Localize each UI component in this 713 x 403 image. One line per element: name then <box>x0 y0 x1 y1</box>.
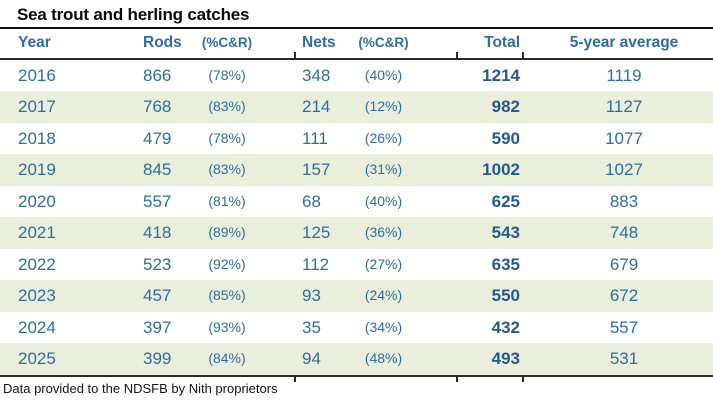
cell-5yr-avg: 531 <box>609 349 639 368</box>
cell-5yr-avg: 679 <box>609 254 639 274</box>
cell-nets-cr: (12%) <box>364 98 403 114</box>
cell-nets-cr: (27%) <box>364 255 403 272</box>
cell-rods-cr: (92%) <box>208 255 246 272</box>
table-header-row: Year Rods (%C&R) Nets (%C&R) Total 5-yea… <box>0 29 713 60</box>
cell-5yr-avg: 1119 <box>606 65 642 85</box>
cell-nets: 68 <box>302 191 321 211</box>
cell-rods-cr: (81%) <box>208 192 246 209</box>
cell-year: 2021 <box>18 223 56 242</box>
column-divider-tick <box>456 51 458 58</box>
source-note: Data provided to the NDSFB by Nith propr… <box>3 380 278 396</box>
cell-5yr-avg: 672 <box>609 286 639 305</box>
cell-rods-cr: (85%) <box>208 287 246 303</box>
cell-nets: 35 <box>302 317 321 337</box>
cell-nets-cr: (24%) <box>364 287 403 303</box>
table-row: 2021 418 (89%) 125 (36%) 543 748 <box>0 217 713 249</box>
cell-5yr-avg: 883 <box>609 191 639 211</box>
column-header-nets-cr: (%C&R) <box>358 35 409 50</box>
cell-total: 432 <box>491 317 520 337</box>
cell-rods: 399 <box>143 349 172 368</box>
cell-5yr-avg: 557 <box>609 317 639 337</box>
cell-year: 2020 <box>18 191 56 211</box>
cell-rods-cr: (78%) <box>208 129 246 146</box>
cell-nets-cr: (34%) <box>364 318 403 335</box>
column-divider-tick <box>456 376 458 382</box>
cell-year: 2024 <box>18 317 56 337</box>
cell-rods: 557 <box>143 191 172 211</box>
cell-nets: 112 <box>302 254 330 274</box>
cell-year: 2017 <box>18 97 56 116</box>
page-title: Sea trout and herling catches <box>0 0 713 29</box>
table-body: 2016 866 (78%) 348 (40%) 1214 1119 2017 … <box>0 60 713 382</box>
table-row: 2019 845 (83%) 157 (31%) 1002 1027 <box>0 154 713 186</box>
cell-total: 550 <box>491 286 520 305</box>
cell-nets: 348 <box>302 65 331 85</box>
cell-year: 2016 <box>18 65 56 85</box>
cell-rods-cr: (84%) <box>208 350 246 366</box>
cell-5yr-avg: 1027 <box>605 160 643 179</box>
column-header-year: Year <box>18 34 51 51</box>
cell-nets-cr: (40%) <box>364 66 403 83</box>
cell-nets-cr: (40%) <box>364 192 403 209</box>
cell-total: 493 <box>491 349 520 368</box>
cell-rods-cr: (83%) <box>208 161 246 177</box>
cell-year: 2025 <box>18 349 56 368</box>
table-row: 2024 397 (93%) 35 (34%) 432 557 <box>0 312 713 344</box>
cell-nets-cr: (48%) <box>364 350 403 366</box>
catch-table: Year Rods (%C&R) Nets (%C&R) Total 5-yea… <box>0 29 713 382</box>
cell-nets: 111 <box>302 128 328 148</box>
column-divider-tick <box>294 51 296 58</box>
cell-rods-cr: (93%) <box>208 318 246 335</box>
table-row: 2023 457 (85%) 93 (24%) 550 672 <box>0 280 713 312</box>
cell-nets: 157 <box>302 160 331 179</box>
column-header-rods-cr: (%C&R) <box>201 35 253 50</box>
cell-total: 590 <box>491 128 520 148</box>
cell-5yr-avg: 1127 <box>605 97 643 116</box>
cell-rods: 845 <box>143 160 172 179</box>
cell-year: 2019 <box>18 160 56 179</box>
column-header-rods: Rods <box>143 34 182 51</box>
cell-nets: 94 <box>302 349 321 368</box>
cell-total: 635 <box>491 254 520 274</box>
cell-nets: 93 <box>302 286 321 305</box>
cell-5yr-avg: 748 <box>609 223 639 242</box>
table-row: 2025 399 (84%) 94 (48%) 493 531 <box>0 343 713 375</box>
cell-rods: 457 <box>143 286 172 305</box>
table-row: 2022 523 (92%) 112 (27%) 635 679 <box>0 249 713 281</box>
cell-total: 625 <box>491 191 520 211</box>
column-divider-tick <box>294 376 296 382</box>
cell-rods-cr: (78%) <box>208 66 246 83</box>
cell-rods: 418 <box>143 223 172 242</box>
cell-rods: 397 <box>143 317 172 337</box>
cell-rods-cr: (83%) <box>208 98 246 114</box>
cell-nets-cr: (26%) <box>364 129 403 146</box>
cell-nets: 125 <box>302 223 331 242</box>
cell-year: 2018 <box>18 128 56 148</box>
table-row: 2020 557 (81%) 68 (40%) 625 883 <box>0 186 713 218</box>
cell-total: 543 <box>491 223 520 242</box>
cell-rods: 768 <box>143 97 172 116</box>
cell-year: 2023 <box>18 286 56 305</box>
table-row: 2016 866 (78%) 348 (40%) 1214 1119 <box>0 60 713 92</box>
column-header-nets: Nets <box>302 34 336 51</box>
cell-total: 982 <box>491 97 520 116</box>
table-row: 2017 768 (83%) 214 (12%) 982 1127 <box>0 91 713 123</box>
cell-year: 2022 <box>18 254 56 274</box>
cell-nets-cr: (36%) <box>364 224 403 240</box>
cell-total: 1002 <box>482 160 520 179</box>
table-row: 2018 479 (78%) 111 (26%) 590 1077 <box>0 123 713 155</box>
cell-rods: 479 <box>143 128 172 148</box>
cell-rods: 866 <box>143 65 172 85</box>
column-header-total: Total <box>484 34 520 51</box>
column-header-5yr-avg: 5-year average <box>569 34 679 51</box>
cell-nets: 214 <box>302 97 331 116</box>
cell-rods-cr: (89%) <box>208 224 246 240</box>
cell-nets-cr: (31%) <box>364 161 403 177</box>
column-divider-tick <box>522 376 524 382</box>
cell-rods: 523 <box>143 254 172 274</box>
cell-5yr-avg: 1077 <box>605 128 643 148</box>
cell-total: 1214 <box>482 65 520 85</box>
column-divider-tick <box>522 51 524 58</box>
